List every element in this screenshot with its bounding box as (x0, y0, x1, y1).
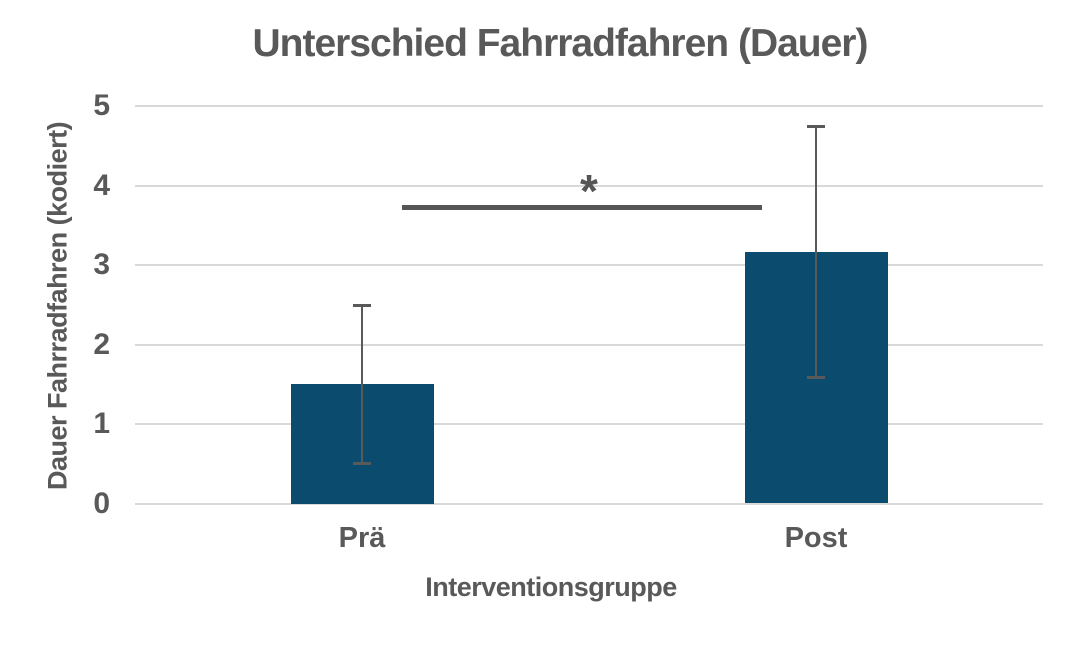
error-bar-cap-bottom (353, 461, 371, 465)
y-tick-label: 5 (93, 89, 110, 122)
gridline (135, 343, 1043, 346)
x-tick-label: Prä (338, 522, 386, 554)
error-bar-cap-top (807, 124, 825, 128)
significance-line (401, 205, 762, 211)
significance-star: * (580, 164, 598, 217)
y-axis-title: Dauer Fahrradfahren (kodiert) (42, 121, 73, 491)
y-tick-label: 3 (93, 248, 110, 281)
gridline (135, 105, 1043, 107)
y-tick-label: 1 (93, 407, 110, 440)
error-bar-line (815, 125, 817, 378)
chart-title: Unterschied Fahrradfahren (Dauer) (252, 22, 869, 65)
gridline (135, 423, 1043, 425)
error-bar-cap-bottom (807, 375, 825, 379)
error-bar-cap-top (353, 303, 371, 307)
error-bar-line (361, 304, 363, 464)
x-axis-title: Interventionsgruppe (425, 572, 677, 602)
gridline (135, 184, 1043, 187)
x-tick-label: Post (784, 522, 848, 554)
y-tick-label: 2 (93, 327, 110, 361)
gridline (135, 264, 1043, 266)
y-tick-label: 0 (93, 486, 110, 520)
gridline (135, 502, 1043, 505)
y-tick-label: 4 (93, 168, 110, 202)
